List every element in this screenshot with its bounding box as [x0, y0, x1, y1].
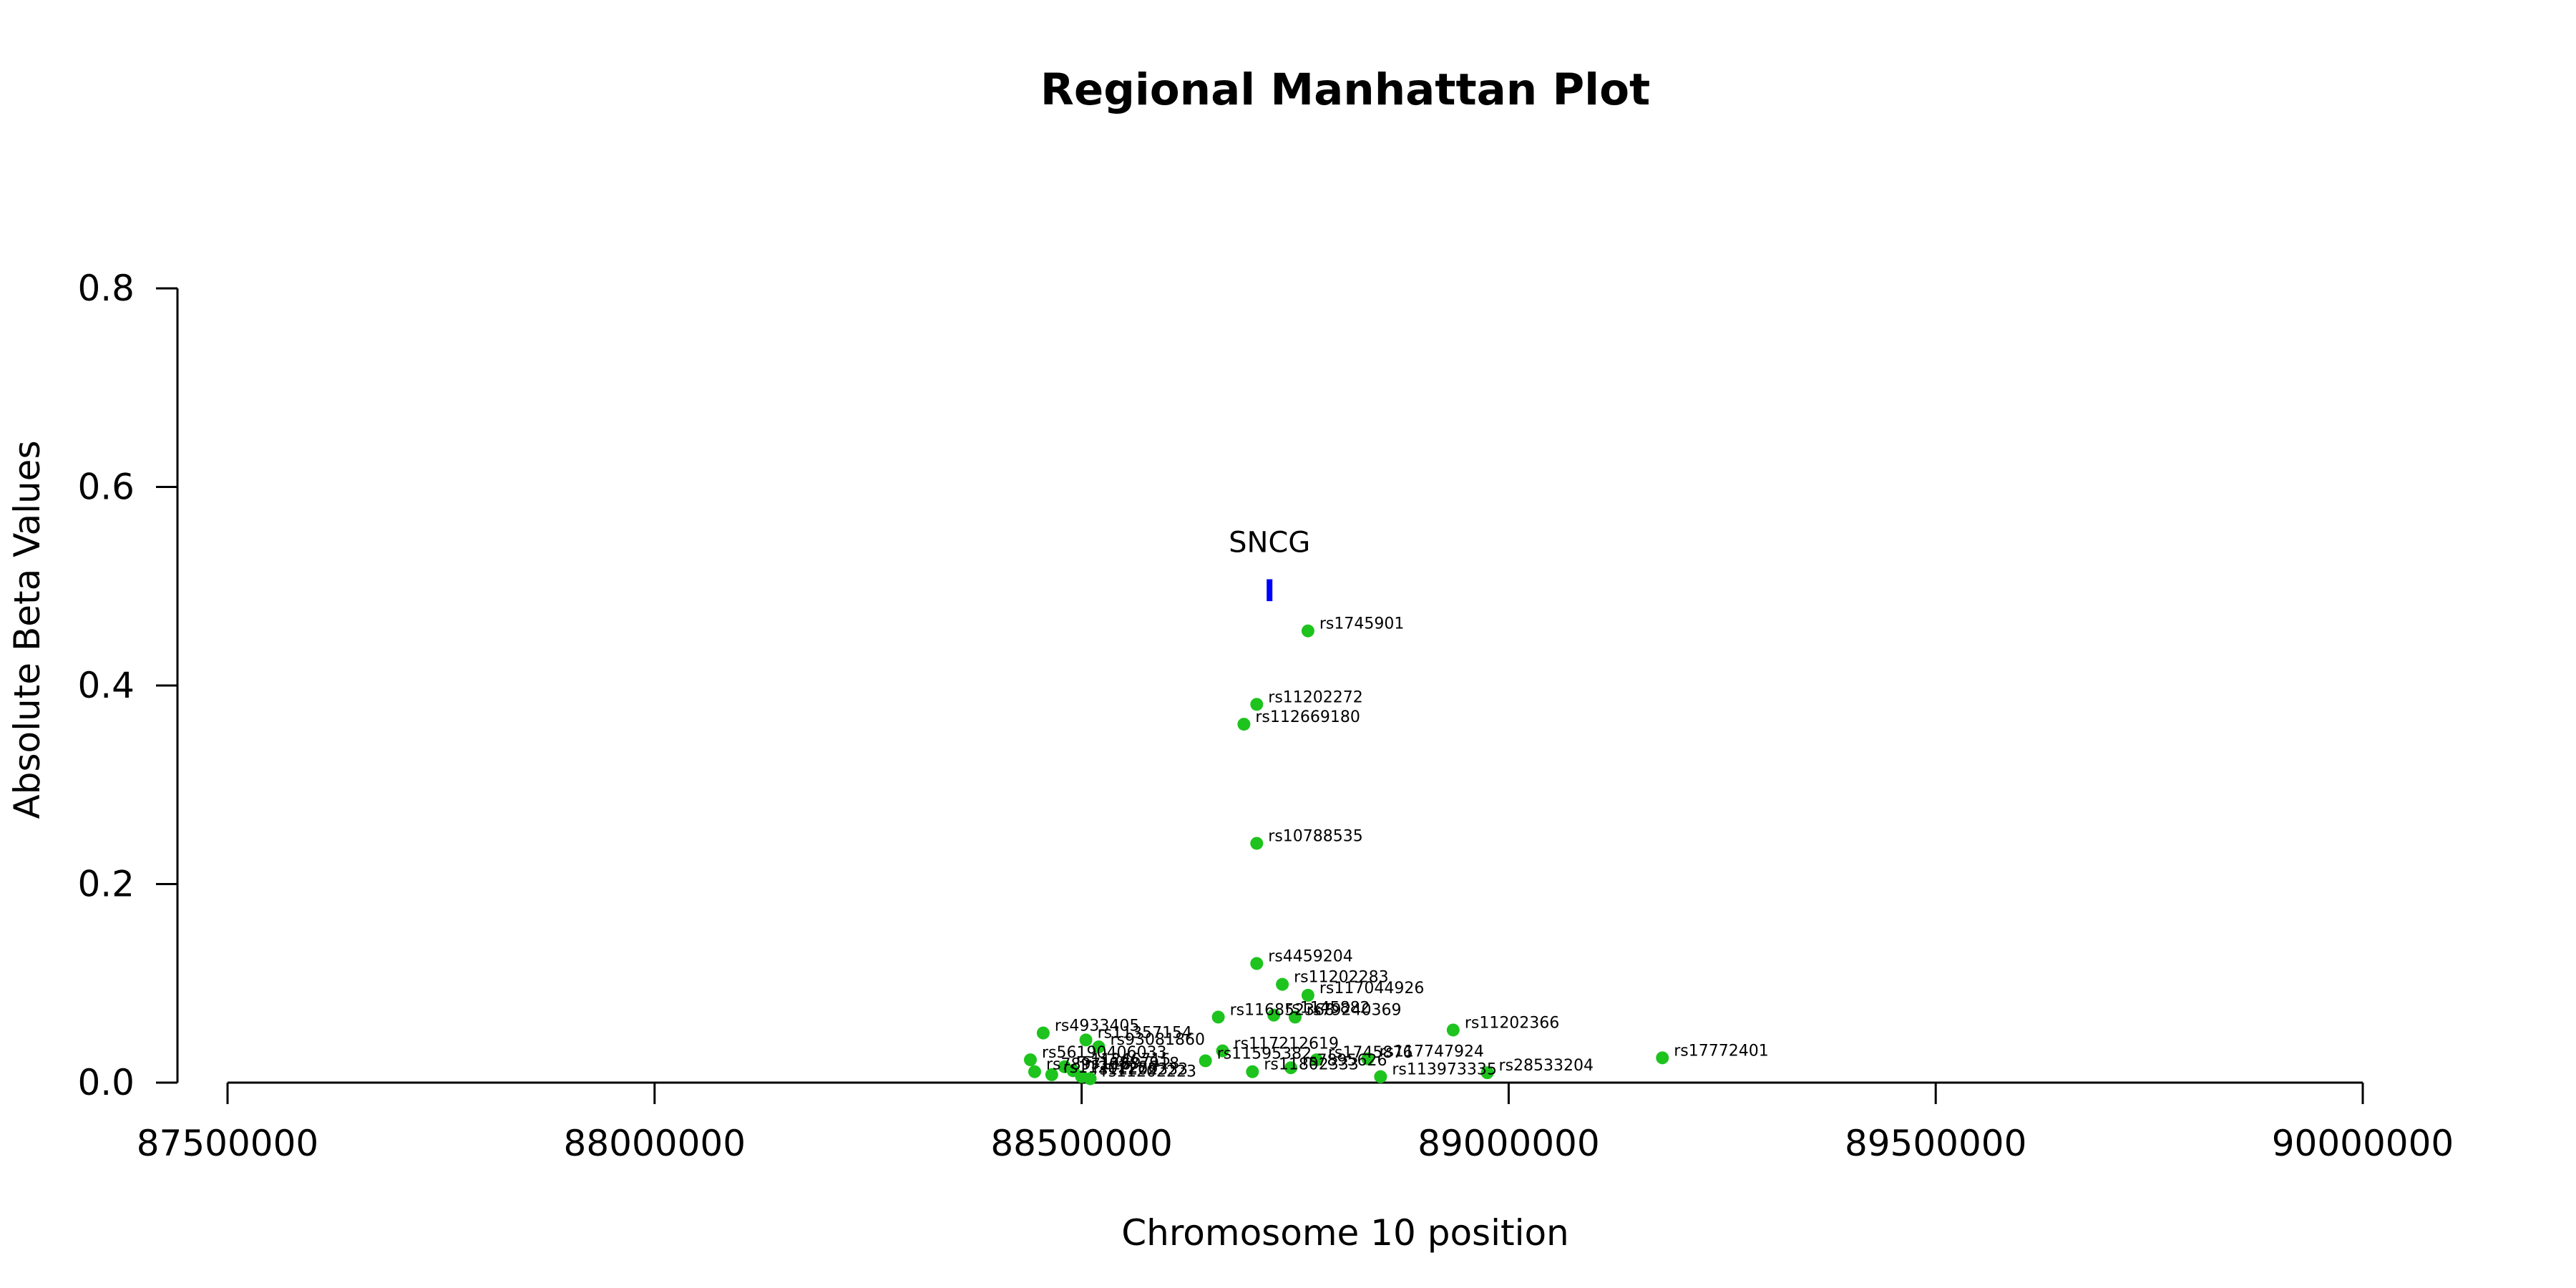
- snp-label: rs10788535: [1268, 828, 1362, 846]
- snp-label: rs117212619: [1234, 1035, 1339, 1053]
- snp-point: [1246, 1065, 1259, 1078]
- chart-title: Regional Manhattan Plot: [1040, 64, 1650, 115]
- snp-label: rs11202333: [1093, 1061, 1188, 1079]
- snp-point: [1656, 1051, 1669, 1065]
- gene-label: SNCG: [1229, 527, 1310, 560]
- snp-point: [1079, 1033, 1093, 1047]
- snp-label: rs11202272: [1268, 688, 1362, 706]
- snp-label: rs116852368: [1230, 1001, 1335, 1019]
- snp-point: [1250, 836, 1264, 850]
- snp-label: rs10887918: [1085, 1055, 1179, 1073]
- snp-point: [1083, 1072, 1097, 1085]
- y-tick-label: 0.8: [77, 268, 135, 309]
- snp-point: [1023, 1053, 1037, 1067]
- snp-label: rs4933405: [1055, 1018, 1140, 1035]
- gene-layer: SNCG: [1229, 527, 1310, 602]
- x-tick-label: 87500000: [137, 1123, 319, 1164]
- snp-point: [1301, 624, 1314, 638]
- snp-label: rs11357154: [1098, 1024, 1192, 1042]
- snp-points: [1023, 624, 1669, 1085]
- snp-label: rs11246715: [1076, 1051, 1171, 1069]
- snp-label: rs11595382: [1217, 1045, 1312, 1063]
- y-tick-label: 0.2: [77, 864, 135, 905]
- snp-label: rs17772401: [1674, 1042, 1768, 1060]
- snp-point: [1361, 1052, 1375, 1065]
- x-tick-label: 89500000: [1845, 1123, 2027, 1164]
- snp-label: rs7895626: [1302, 1052, 1387, 1070]
- snp-point: [1374, 1070, 1387, 1083]
- snp-point: [1480, 1066, 1494, 1080]
- snp-label: rs1145882: [1285, 1000, 1370, 1018]
- snp-label: rs11202366: [1465, 1014, 1559, 1032]
- snp-point: [1036, 1026, 1050, 1040]
- x-axis-label: Chromosome 10 position: [1121, 1212, 1569, 1254]
- y-axis-label: Absolute Beta Values: [6, 441, 48, 819]
- snp-label: rs56190406033: [1042, 1044, 1166, 1062]
- snp-labels: rs1745901 rs11202272 rs112669180 rs10788535…: [1042, 615, 1769, 1081]
- snp-point: [1250, 957, 1264, 970]
- x-tick-label: 88000000: [564, 1123, 746, 1164]
- snp-label: rs11202223: [1102, 1063, 1196, 1080]
- snp-point: [1250, 698, 1264, 711]
- snp-label: rs113973335: [1392, 1061, 1496, 1079]
- snp-point: [1045, 1068, 1058, 1081]
- snp-point: [1446, 1023, 1460, 1037]
- x-tick-label: 88500000: [990, 1123, 1173, 1164]
- snp-label: rs4459204: [1268, 948, 1353, 966]
- snp-label: rs117747924: [1379, 1043, 1483, 1061]
- snp-label: rs11202286: [1063, 1059, 1158, 1077]
- snp-label: rs1745876: [1328, 1044, 1413, 1062]
- snp-label: rs79240369: [1307, 1001, 1401, 1019]
- snp-point: [1211, 1010, 1225, 1024]
- snp-label: rs11202283: [1294, 969, 1388, 987]
- snp-point: [1216, 1044, 1229, 1058]
- snp-label: rs1745901: [1319, 615, 1405, 633]
- snp-point: [1199, 1054, 1212, 1068]
- snp-point: [1301, 988, 1314, 1002]
- snp-label: rs11802333: [1264, 1056, 1358, 1074]
- y-tick-label: 0.4: [77, 665, 135, 706]
- snp-label: rs112669180: [1255, 708, 1360, 726]
- y-tick-label: 0.0: [77, 1062, 135, 1103]
- x-tick-label: 90000000: [2272, 1123, 2454, 1164]
- snp-point: [1092, 1040, 1106, 1054]
- snp-point: [1276, 977, 1289, 991]
- snp-point: [1237, 718, 1251, 731]
- snp-point: [1289, 1010, 1302, 1024]
- y-tick-label: 0.6: [77, 467, 135, 508]
- snp-point: [1267, 1008, 1281, 1022]
- snp-label: rs117044926: [1319, 980, 1424, 997]
- snp-point: [1309, 1053, 1323, 1067]
- snp-point: [1028, 1065, 1041, 1078]
- snp-label: rs28533204: [1499, 1057, 1594, 1075]
- x-tick-label: 89000000: [1418, 1123, 1600, 1164]
- snp-point: [1284, 1061, 1298, 1075]
- snp-label: rs93081860: [1110, 1031, 1204, 1049]
- snp-label: rs7897116: [1046, 1056, 1131, 1074]
- y-ticks: 0.0 0.2 0.4 0.6 0.8: [77, 268, 177, 1103]
- x-ticks: 87500000 88000000 88500000 89000000 89500000…: [137, 1083, 2454, 1164]
